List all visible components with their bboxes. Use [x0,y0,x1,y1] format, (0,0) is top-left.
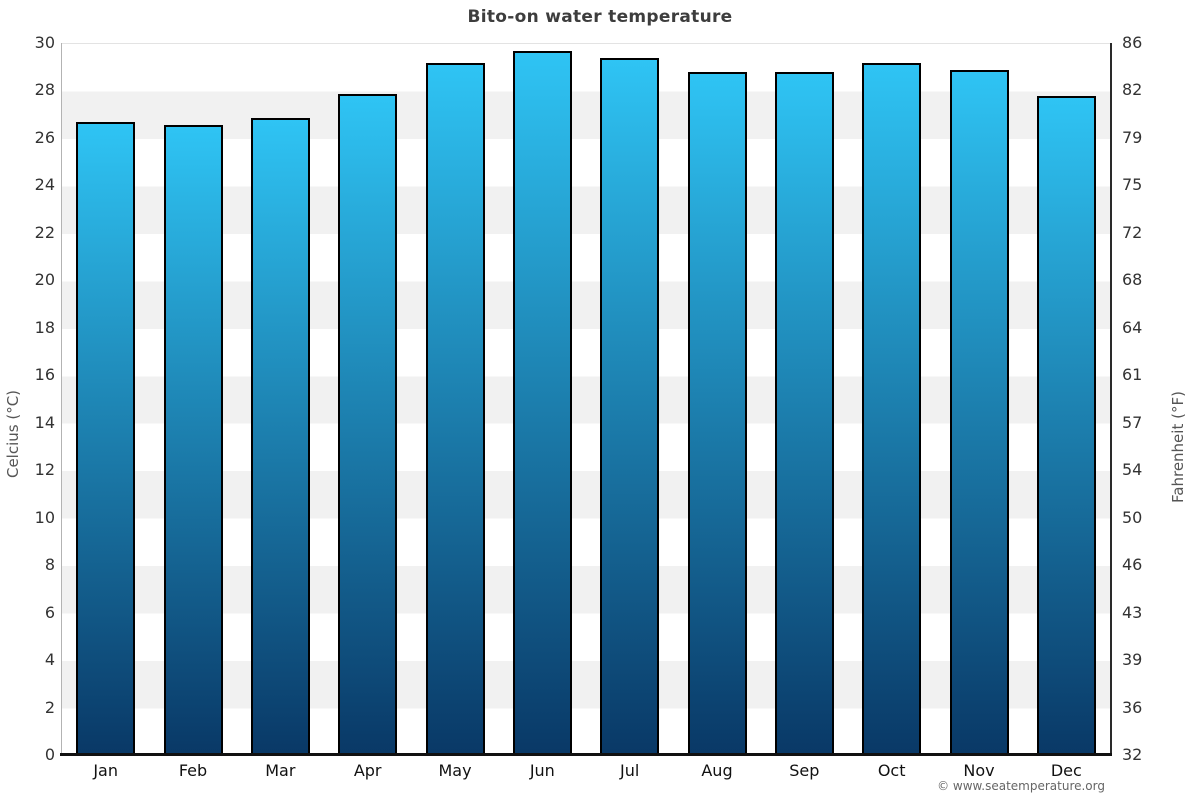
y-axis-label-celsius: Celcius (°C) [4,389,22,479]
bar-jul [600,58,660,756]
month-label-aug: Aug [701,761,733,780]
bar-dec [1036,96,1096,756]
celsius-tick-label: 16 [34,365,55,385]
month-label-dec: Dec [1050,761,1082,780]
watermark: © www.seatemperature.org [937,779,1105,793]
left-axis-line [61,43,62,755]
bar-oct [862,63,922,756]
fahrenheit-tick-label: 54 [1122,460,1143,480]
fahrenheit-tick-label: 39 [1122,650,1143,670]
bar-jun [512,51,572,756]
bar-aug [687,72,747,756]
celsius-tick-label: 20 [34,270,55,290]
fahrenheit-tick-label: 64 [1122,317,1143,337]
celsius-tick-label: 24 [34,175,55,195]
celsius-tick-label: 6 [44,602,55,622]
fahrenheit-tick-label: 72 [1122,222,1143,242]
chart-title: Bito-on water temperature [467,7,733,27]
celsius-tick-label: 26 [34,127,55,147]
celsius-tick-label: 4 [44,650,55,670]
month-label-oct: Oct [877,761,906,780]
fahrenheit-tick-label: 57 [1122,412,1143,432]
bar-may [425,63,485,756]
month-label-nov: Nov [963,761,995,780]
celsius-tick-label: 22 [34,222,55,242]
month-label-feb: Feb [178,761,208,780]
plot-area [62,43,1110,756]
celsius-tick-label: 12 [34,460,55,480]
bar-sep [774,72,834,756]
celsius-tick-label: 8 [44,555,55,575]
fahrenheit-tick-label: 61 [1122,365,1143,385]
fahrenheit-tick-label: 50 [1122,507,1143,527]
fahrenheit-tick-label: 86 [1122,33,1143,52]
right-axis-line [1110,43,1112,755]
bottom-axis-line [60,753,1112,756]
celsius-tick-label: 0 [44,745,55,764]
fahrenheit-tick-label: 75 [1122,175,1143,195]
celsius-tick-label: 14 [34,412,55,432]
bar-apr [338,93,398,756]
fahrenheit-tick-label: 36 [1122,697,1143,717]
fahrenheit-tick-label: 32 [1122,745,1143,764]
celsius-tick-label: 10 [34,507,55,527]
y-axis-label-fahrenheit: Fahrenheit (°F) [1169,391,1187,503]
fahrenheit-tick-label: 43 [1122,602,1143,622]
month-label-jul: Jul [620,761,640,780]
bar-feb [163,124,223,756]
month-label-mar: Mar [265,761,296,780]
fahrenheit-tick-label: 68 [1122,270,1143,290]
month-label-may: May [438,761,472,780]
bar-mar [250,117,310,756]
fahrenheit-tick-label: 79 [1122,127,1143,147]
month-label-jan: Jan [93,761,118,780]
month-label-jun: Jun [529,761,555,780]
month-label-sep: Sep [789,761,820,780]
bar-jan [76,122,136,756]
celsius-tick-label: 28 [34,80,55,100]
celsius-tick-label: 18 [34,317,55,337]
month-label-apr: Apr [353,761,382,780]
celsius-tick-label: 30 [34,33,55,52]
celsius-tick-label: 2 [44,697,55,717]
fahrenheit-tick-label: 46 [1122,555,1143,575]
fahrenheit-tick-label: 82 [1122,80,1143,100]
bar-nov [949,70,1009,756]
